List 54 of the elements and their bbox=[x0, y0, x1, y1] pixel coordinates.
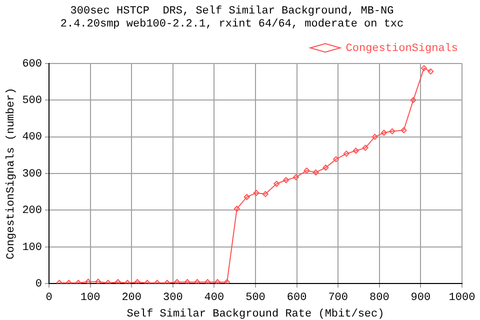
point bbox=[274, 180, 280, 187]
point bbox=[428, 68, 434, 74]
x-tick-label: 600 bbox=[286, 292, 307, 304]
point bbox=[204, 279, 211, 284]
point bbox=[421, 65, 428, 72]
x-axis-title: Self Similar Background Rate (Mbit/sec) bbox=[126, 308, 384, 320]
point bbox=[234, 206, 240, 212]
point bbox=[114, 279, 121, 284]
y-tick-label: 0 bbox=[35, 278, 42, 291]
x-tick-label: 200 bbox=[122, 292, 142, 304]
point bbox=[333, 156, 340, 162]
point bbox=[389, 128, 396, 134]
x-tick-label: 0 bbox=[46, 292, 52, 304]
point bbox=[322, 164, 329, 171]
point bbox=[95, 278, 102, 284]
point bbox=[380, 130, 387, 136]
point bbox=[292, 174, 299, 180]
x-tick-label: 900 bbox=[410, 292, 431, 304]
point bbox=[312, 169, 319, 176]
point bbox=[343, 150, 350, 157]
point bbox=[134, 279, 140, 284]
point bbox=[283, 177, 290, 184]
chart-subtitle: 2.4.20smp web100-2.2.1, rxint 64/64, moderate on txc bbox=[60, 18, 404, 31]
y-tick-label: 400 bbox=[22, 132, 42, 144]
y-tick-label: 100 bbox=[22, 242, 42, 254]
x-tick-label: 800 bbox=[369, 292, 390, 304]
y-axis-title: CongestionSignals (number) bbox=[6, 88, 18, 260]
point bbox=[184, 279, 190, 284]
point bbox=[304, 168, 310, 174]
point bbox=[352, 148, 359, 154]
point bbox=[194, 279, 200, 284]
y-tick-label: 200 bbox=[22, 205, 42, 218]
x-tick-label: 700 bbox=[328, 292, 348, 304]
point bbox=[85, 278, 92, 284]
chart-title: 300sec HSTCP DRS, Self Similar Background, MB-NG bbox=[70, 6, 394, 18]
legend-label: CongestionSignals bbox=[346, 42, 458, 55]
point bbox=[253, 190, 260, 196]
x-tick-label: 1000 bbox=[448, 292, 476, 304]
point bbox=[174, 279, 180, 284]
x-tick-label: 100 bbox=[80, 292, 100, 304]
y-tick-label: 600 bbox=[22, 58, 42, 70]
x-tick-label: 400 bbox=[204, 292, 224, 304]
x-tick-label: 500 bbox=[246, 292, 266, 304]
point bbox=[362, 144, 368, 151]
point bbox=[214, 279, 221, 284]
point bbox=[244, 194, 250, 200]
y-tick-label: 300 bbox=[22, 168, 42, 180]
point bbox=[410, 97, 416, 104]
point bbox=[262, 191, 268, 198]
y-tick-label: 500 bbox=[22, 95, 42, 108]
x-tick-label: 300 bbox=[162, 292, 183, 304]
point bbox=[372, 134, 378, 140]
point bbox=[400, 127, 407, 134]
point bbox=[224, 279, 230, 284]
